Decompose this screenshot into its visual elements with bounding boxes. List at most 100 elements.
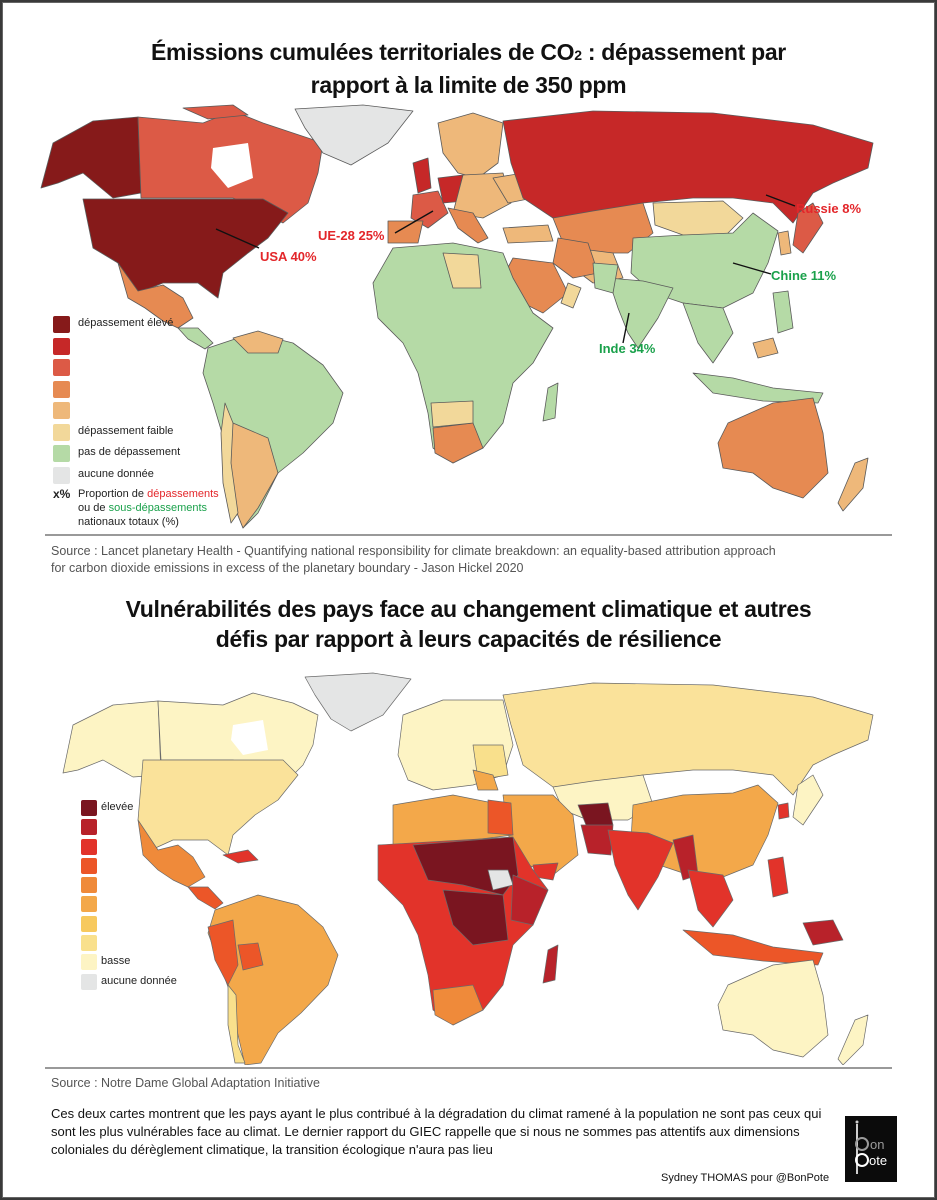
region-caribbean: [222, 849, 259, 864]
divider-1: [45, 534, 892, 536]
note-text-2: ou de: [78, 502, 109, 514]
region-korea: [777, 230, 792, 256]
map2-title-line1: Vulnérabilités des pays face au changeme…: [125, 596, 812, 622]
note-overshoot: dépassements: [147, 488, 219, 500]
note-undershoot: sous-dépassements: [108, 502, 208, 514]
region-japan: [792, 202, 824, 254]
map1-source-line2: for carbon dioxide emissions in excess o…: [51, 561, 524, 575]
region-andes: [207, 919, 239, 986]
region-chile: [227, 984, 246, 1064]
note-symbol: x%: [53, 487, 71, 501]
map2-source: Source : Notre Dame Global Adaptation In…: [51, 1076, 320, 1090]
region-australia: [717, 959, 829, 1058]
region-libya: [442, 252, 482, 289]
region-alaska: [40, 116, 142, 199]
region-iran: [552, 237, 599, 279]
map2-title: Vulnérabilités des pays face au changeme…: [3, 594, 934, 654]
region-balkans: [472, 769, 499, 791]
legend-swatch-high: [81, 800, 97, 816]
region-india: [607, 277, 674, 349]
map2-title-line2: défis par rapport à leurs capacités de r…: [215, 626, 722, 652]
bonpote-logo-icon: on ote: [855, 1120, 887, 1174]
legend-swatch-none: [53, 445, 70, 462]
region-north-korea: [777, 802, 790, 820]
region-oman: [560, 282, 582, 309]
note-text-3: nationaux totaux (%): [78, 516, 179, 528]
region-madagascar: [542, 382, 559, 422]
region-india: [607, 829, 674, 911]
region-new-zealand: [837, 457, 869, 512]
map1-title-text: Émissions cumulées territoriales de CO: [151, 39, 575, 65]
region-eastern-europe: [472, 744, 509, 781]
region-philippines: [767, 856, 789, 898]
region-southern-africa: [432, 984, 484, 1026]
region-alaska: [62, 700, 162, 778]
annotation-china: Chine 11%: [771, 268, 837, 283]
legend-swatch-low: [81, 954, 97, 971]
legend-swatch-8: [81, 935, 97, 952]
note-text: Proportion de: [78, 488, 148, 500]
region-madagascar: [542, 944, 559, 984]
legend-label-nodata: aucune donnée: [101, 974, 177, 987]
region-central-america: [187, 886, 224, 910]
region-philippines: [772, 290, 794, 334]
region-russia: [502, 682, 874, 796]
region-malaysia: [752, 337, 779, 359]
map1-title-line2: rapport à la limite de 350 ppm: [310, 72, 627, 98]
legend-label-none: pas de dépassement: [78, 446, 181, 458]
region-drc: [442, 889, 509, 946]
legend-label-high: élevée: [101, 801, 134, 813]
region-scandinavia: [437, 112, 504, 179]
region-venezuela: [232, 330, 284, 354]
legend-label-low: dépassement faible: [78, 424, 174, 437]
region-new-zealand: [837, 1014, 869, 1065]
region-italy-balkans: [447, 207, 489, 244]
bonpote-logo: on ote: [845, 1116, 897, 1182]
region-turkey: [502, 224, 554, 244]
region-png: [802, 919, 844, 946]
legend-swatch-4: [81, 857, 97, 874]
region-mongolia: [652, 200, 744, 239]
legend-swatch-4: [53, 380, 70, 398]
region-spain: [387, 220, 424, 244]
map1-source: Source : Lancet planetary Health - Quant…: [51, 543, 776, 577]
region-indonesia: [682, 929, 824, 966]
region-southern-africa: [432, 422, 484, 464]
legend-label-high: dépassement élevé: [78, 317, 174, 329]
region-namibia-botswana: [430, 400, 474, 428]
region-pakistan: [592, 262, 619, 294]
region-greenland: [304, 672, 412, 732]
region-bolivia: [237, 942, 264, 971]
region-australia: [717, 397, 829, 499]
region-canada-islands: [182, 104, 249, 120]
legend-swatch-low: [53, 423, 70, 441]
map1-title-subscript: 2: [574, 47, 582, 63]
region-pakistan: [580, 824, 614, 856]
legend-swatch-7: [81, 915, 97, 932]
region-se-asia: [687, 869, 734, 928]
region-central-america: [177, 327, 214, 350]
legend-swatch-3: [53, 359, 70, 376]
region-indonesia: [692, 372, 824, 404]
region-east-africa: [510, 874, 549, 926]
annotation-eu28: UE-28 25%: [318, 228, 385, 243]
legend-swatch-nodata: [81, 973, 97, 990]
map1-title-text-end: : dépassement par: [581, 39, 786, 65]
divider-2: [45, 1067, 892, 1069]
map1-source-line1: Source : Lancet planetary Health - Quant…: [51, 544, 776, 558]
region-mexico: [117, 262, 194, 329]
legend-label-low: basse: [101, 955, 131, 968]
author-credit: Sydney THOMAS pour @BonPote: [661, 1172, 830, 1184]
conclusion-text: Ces deux cartes montrent que les pays ay…: [51, 1106, 822, 1157]
annotation-russia: Russie 8%: [796, 201, 862, 216]
region-se-asia: [682, 302, 734, 364]
legend-label-nodata: aucune donnée: [78, 467, 154, 480]
region-africa: [372, 242, 554, 464]
region-japan: [792, 774, 824, 826]
region-uk: [412, 157, 432, 194]
region-egypt: [487, 799, 514, 836]
legend-swatch-2: [81, 819, 97, 836]
legend-swatch-5: [53, 402, 70, 419]
annotation-usa: USA 40%: [260, 249, 317, 264]
